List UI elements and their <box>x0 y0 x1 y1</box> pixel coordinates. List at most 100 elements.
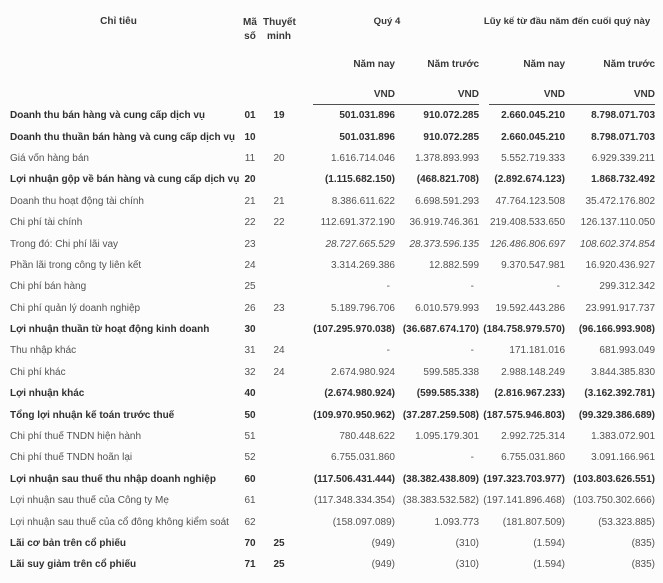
row-q4-prior-value: 1.093.773 <box>434 516 480 528</box>
row-q4-current-value: 28.727.665.529 <box>325 238 395 250</box>
row-q4-current-value: 3.314.269.386 <box>331 259 395 271</box>
row-note <box>263 319 295 340</box>
row-code: 61 <box>244 495 256 507</box>
row-ytd-prior-value: (835) <box>631 559 656 571</box>
row-note: 20 <box>273 152 285 164</box>
table-row: Tổng lợi nhuận kế toán trước thuế 50 (10… <box>0 404 655 425</box>
column-header-ytd-current-year: Năm nay <box>523 58 566 70</box>
row-label: Chi phí khác <box>10 366 66 378</box>
row-ytd-current-value: (2.892.674.123) <box>494 174 566 186</box>
row-q4-prior-value: 6.010.579.993 <box>415 302 480 314</box>
header-row-groups: Chỉ tiêu Mã số Thuyết minh Quý 4 Lũy kế … <box>0 2 655 50</box>
row-ytd-prior-value: 3.091.166.961 <box>591 452 656 464</box>
row-code: 62 <box>244 516 256 528</box>
row-q4-current-value: (2.674.980.924) <box>324 388 395 400</box>
row-ytd-current-value: 6.755.031.860 <box>501 452 566 464</box>
row-label: Chi phí thuế TNDN hiện hành <box>10 431 142 443</box>
row-q4-prior-value: 599.585.338 <box>423 366 480 378</box>
row-label: Phần lãi trong công ty liên kết <box>10 259 142 271</box>
row-note <box>263 126 295 147</box>
row-code: 32 <box>244 366 256 378</box>
row-ytd-current-value: - <box>556 281 561 293</box>
row-note: 21 <box>273 195 285 207</box>
row-q4-current-value: 501.031.896 <box>339 110 395 122</box>
row-q4-current-value: (107.295.970.038) <box>313 324 395 336</box>
row-q4-prior-value: (38.382.438.809) <box>402 473 480 485</box>
row-code: 40 <box>244 388 256 400</box>
row-ytd-prior-value: 299.312.342 <box>599 281 656 293</box>
row-ytd-prior-value: (99.329.386.689) <box>578 409 656 421</box>
table-row: Lợi nhuận thuần từ hoạt động kinh doanh … <box>0 319 655 340</box>
table-row: Doanh thu bán hàng và cung cấp dịch vụ 0… <box>0 105 655 126</box>
currency-label-ytd-current: VND <box>479 78 566 105</box>
table-row: Chi phí thuế TNDN hiện hành 51 780.448.6… <box>0 426 655 447</box>
row-q4-current-value: 780.448.622 <box>339 431 395 443</box>
header-row-currency: VND VND VND VND <box>0 78 656 105</box>
column-header-item: Chỉ tiêu <box>100 16 137 27</box>
row-note: 23 <box>273 302 285 314</box>
row-ytd-current-value: 219.408.533.650 <box>489 217 566 229</box>
row-label: Tổng lợi nhuận kế toán trước thuế <box>10 409 175 421</box>
column-header-code: Mã số <box>243 17 257 42</box>
column-group-quarter4: Quý 4 <box>373 16 401 27</box>
row-code: 21 <box>244 195 256 207</box>
column-group-year-to-date: Lũy kế từ đầu năm đến cuối quý này <box>483 16 651 27</box>
row-code: 25 <box>244 281 256 293</box>
row-code: 01 <box>244 110 256 122</box>
row-ytd-current-value: (187.575.946.803) <box>483 409 566 421</box>
table-header: Chỉ tiêu Mã số Thuyết minh Quý 4 Lũy kế … <box>0 2 656 105</box>
row-q4-prior-value: 12.882.599 <box>428 259 480 271</box>
row-note: 25 <box>273 538 285 549</box>
row-q4-prior-value: (38.383.532.582) <box>402 495 480 507</box>
row-ytd-current-value: 9.370.547.981 <box>501 259 566 271</box>
row-q4-current-value: (1.115.682.150) <box>324 174 395 186</box>
row-note <box>263 404 295 425</box>
row-code: 50 <box>244 409 256 421</box>
row-q4-prior-value: - <box>470 452 475 464</box>
row-code: 24 <box>244 259 256 271</box>
row-label: Lãi suy giảm trên cổ phiếu <box>10 559 137 571</box>
row-ytd-current-value: 2.660.045.210 <box>501 110 566 122</box>
row-ytd-current-value: 19.592.443.286 <box>495 302 566 314</box>
row-ytd-current-value: (1.594) <box>533 559 566 571</box>
row-q4-prior-value: (468.821.708) <box>416 174 480 186</box>
row-q4-prior-value: 28.373.596.135 <box>409 238 480 250</box>
row-ytd-prior-value: 3.844.385.830 <box>591 366 656 378</box>
row-note <box>263 511 295 532</box>
row-ytd-prior-value: 16.920.436.927 <box>585 259 656 271</box>
row-ytd-current-value: 171.181.016 <box>509 345 566 357</box>
row-q4-prior-value: - <box>470 281 475 293</box>
row-note: 25 <box>273 559 285 571</box>
row-q4-current-value: (109.970.950.962) <box>313 409 395 421</box>
row-note <box>263 169 295 190</box>
row-label: Lợi nhuận gộp về bán hàng và cung cấp dị… <box>10 174 240 186</box>
row-label: Giá vốn hàng bán <box>10 152 89 164</box>
table-row: Chi phí quản lý doanh nghiệp 26 23 5.189… <box>0 298 655 319</box>
row-ytd-current-value: 47.764.123.508 <box>495 195 566 207</box>
row-q4-current-value: (117.506.431.444) <box>313 473 395 485</box>
row-q4-current-value: - <box>386 345 390 357</box>
row-ytd-current-value: (197.323.703.977) <box>483 473 566 485</box>
row-label: Lợi nhuận sau thuế thu nhập doanh nghiệp <box>10 473 216 485</box>
row-note <box>263 276 295 297</box>
row-q4-current-value: (949) <box>371 538 395 549</box>
row-ytd-current-value: 2.988.148.249 <box>501 366 566 378</box>
row-q4-current-value: 112.691.372.190 <box>320 217 395 229</box>
row-q4-current-value: (949) <box>371 559 395 571</box>
row-ytd-prior-value: 108.602.374.854 <box>579 238 656 250</box>
column-header-q4-prior-year: Năm trước <box>427 58 480 70</box>
row-ytd-prior-value: 23.991.917.737 <box>585 302 656 314</box>
row-ytd-prior-value: 1.383.072.901 <box>591 431 656 443</box>
row-ytd-current-value: 2.992.725.314 <box>501 431 566 443</box>
row-q4-prior-value: (310) <box>455 559 480 571</box>
header-spacer <box>0 78 295 105</box>
row-ytd-prior-value: (3.162.392.781) <box>584 388 656 400</box>
row-ytd-prior-value: (835) <box>631 538 656 549</box>
table-body: Doanh thu bán hàng và cung cấp dịch vụ 0… <box>0 105 655 576</box>
header-spacer <box>0 50 295 78</box>
row-label: Doanh thu thuần bán hàng và cung cấp dịc… <box>10 131 236 143</box>
table-row: Lãi cơ bản trên cổ phiếu 70 25 (949) (31… <box>0 533 655 554</box>
row-ytd-prior-value: (103.803.626.551) <box>573 473 656 485</box>
row-label: Lợi nhuận thuần từ hoạt động kinh doanh <box>10 324 210 336</box>
row-code: 71 <box>244 559 256 571</box>
